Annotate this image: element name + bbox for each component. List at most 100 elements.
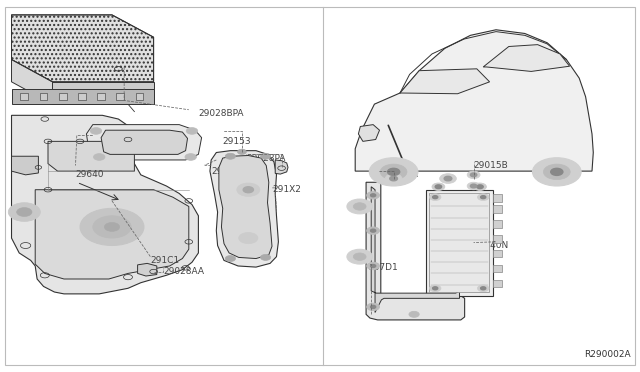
Polygon shape xyxy=(355,30,593,171)
Circle shape xyxy=(347,199,372,214)
Circle shape xyxy=(225,153,236,159)
Text: R290002A: R290002A xyxy=(584,350,630,359)
Circle shape xyxy=(93,216,131,238)
Polygon shape xyxy=(219,155,272,259)
Polygon shape xyxy=(101,130,188,154)
Circle shape xyxy=(225,256,236,262)
Circle shape xyxy=(8,203,40,221)
Circle shape xyxy=(409,311,419,317)
Polygon shape xyxy=(12,89,154,104)
Bar xyxy=(493,280,502,287)
Circle shape xyxy=(429,194,441,201)
Circle shape xyxy=(243,187,253,193)
Circle shape xyxy=(367,227,380,234)
Circle shape xyxy=(435,185,442,189)
Circle shape xyxy=(444,176,452,181)
Bar xyxy=(116,93,124,100)
Polygon shape xyxy=(86,125,202,160)
Bar xyxy=(40,93,47,100)
Polygon shape xyxy=(52,82,154,104)
Bar xyxy=(493,265,502,272)
Text: 291X2: 291X2 xyxy=(272,185,301,194)
Circle shape xyxy=(470,184,477,188)
Circle shape xyxy=(353,253,366,260)
Polygon shape xyxy=(12,60,52,104)
Bar xyxy=(97,93,105,100)
Text: 237D1: 237D1 xyxy=(369,263,398,272)
Circle shape xyxy=(433,287,438,290)
Circle shape xyxy=(367,303,380,311)
Circle shape xyxy=(477,194,489,201)
Text: 291C1: 291C1 xyxy=(150,256,180,265)
Circle shape xyxy=(369,158,418,186)
Circle shape xyxy=(239,232,258,244)
Circle shape xyxy=(467,182,480,190)
Circle shape xyxy=(367,262,380,270)
Polygon shape xyxy=(48,141,134,171)
Circle shape xyxy=(550,168,563,176)
Circle shape xyxy=(432,183,445,190)
Circle shape xyxy=(474,183,486,190)
Polygon shape xyxy=(210,151,278,267)
Circle shape xyxy=(90,128,102,134)
Polygon shape xyxy=(138,263,157,276)
Circle shape xyxy=(80,208,144,246)
Polygon shape xyxy=(275,160,288,174)
Circle shape xyxy=(429,285,441,292)
Circle shape xyxy=(367,192,380,199)
Polygon shape xyxy=(358,125,380,141)
Circle shape xyxy=(543,164,570,180)
Circle shape xyxy=(260,153,271,159)
Circle shape xyxy=(371,305,376,308)
Circle shape xyxy=(371,229,376,232)
Polygon shape xyxy=(366,182,465,320)
Circle shape xyxy=(477,285,489,292)
Circle shape xyxy=(477,185,483,189)
Circle shape xyxy=(481,287,486,290)
Text: 29028AA: 29028AA xyxy=(163,267,204,276)
Text: 23740N: 23740N xyxy=(474,241,509,250)
Circle shape xyxy=(104,222,120,231)
Bar xyxy=(78,93,86,100)
Text: 29015BA: 29015BA xyxy=(378,170,419,179)
Bar xyxy=(136,93,143,100)
Bar xyxy=(20,93,28,100)
Bar xyxy=(493,220,502,228)
Circle shape xyxy=(371,264,376,267)
Bar xyxy=(429,193,489,292)
Circle shape xyxy=(470,173,477,177)
Polygon shape xyxy=(12,156,38,175)
Circle shape xyxy=(385,174,402,183)
Polygon shape xyxy=(371,187,460,312)
Circle shape xyxy=(186,128,198,134)
Text: 29640: 29640 xyxy=(76,170,104,179)
Circle shape xyxy=(481,196,486,199)
Text: 29028BPA: 29028BPA xyxy=(198,109,244,118)
Circle shape xyxy=(237,183,260,196)
Bar xyxy=(493,250,502,257)
Circle shape xyxy=(390,176,397,181)
Circle shape xyxy=(440,174,456,183)
Circle shape xyxy=(380,164,407,180)
Circle shape xyxy=(347,249,372,264)
Text: 29015B: 29015B xyxy=(474,161,508,170)
Circle shape xyxy=(237,149,246,154)
Text: 29028PA: 29028PA xyxy=(246,154,286,163)
Circle shape xyxy=(388,168,400,176)
Polygon shape xyxy=(400,69,490,94)
Circle shape xyxy=(93,154,105,160)
Polygon shape xyxy=(483,45,570,71)
Polygon shape xyxy=(35,190,189,279)
Circle shape xyxy=(17,208,32,217)
Circle shape xyxy=(260,254,271,260)
Bar xyxy=(493,194,502,202)
Circle shape xyxy=(371,194,376,197)
Circle shape xyxy=(433,196,438,199)
Circle shape xyxy=(353,203,366,210)
Text: 29029A: 29029A xyxy=(211,167,246,176)
Circle shape xyxy=(185,154,196,160)
Bar xyxy=(59,93,67,100)
Polygon shape xyxy=(12,15,154,82)
Circle shape xyxy=(467,171,480,179)
Bar xyxy=(426,190,493,296)
